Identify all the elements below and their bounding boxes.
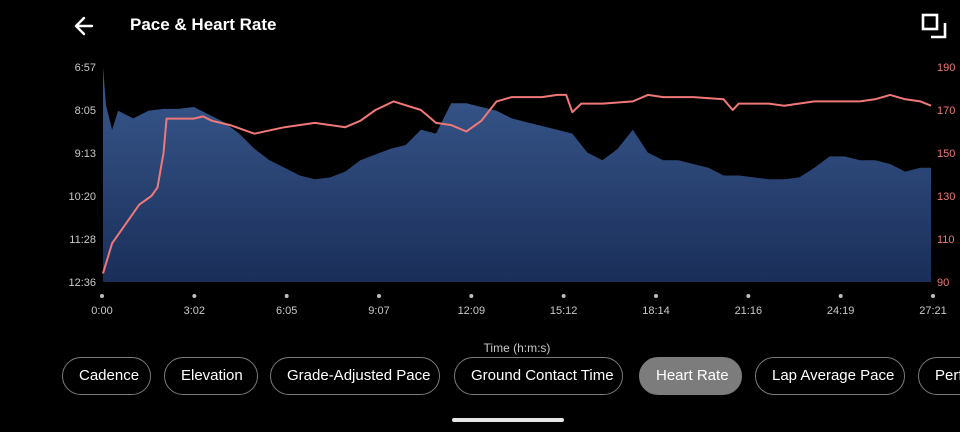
pace-area xyxy=(103,67,931,282)
x-tick-dot xyxy=(100,294,104,298)
plot-area xyxy=(102,67,932,282)
right-axis: 190 170 150 130 110 90 xyxy=(937,62,955,289)
right-tick-label: 90 xyxy=(937,277,949,289)
x-tick-label: 18:14 xyxy=(642,305,670,317)
left-tick-label: 11:28 xyxy=(69,234,96,246)
x-tick-label: 21:16 xyxy=(735,305,763,317)
back-button[interactable] xyxy=(70,12,98,40)
x-axis-title: Time (h:m:s) xyxy=(483,341,551,355)
home-indicator[interactable] xyxy=(452,418,564,422)
chip-perf[interactable]: Perf xyxy=(918,357,960,395)
arrow-left-icon xyxy=(74,16,94,36)
right-tick-label: 170 xyxy=(937,105,955,117)
x-tick-dot xyxy=(654,294,658,298)
x-tick-label: 24:19 xyxy=(827,305,855,317)
right-tick-label: 150 xyxy=(937,148,955,160)
left-tick-label: 12:36 xyxy=(68,277,96,289)
chip-grade-adjusted-pace[interactable]: Grade-Adjusted Pace xyxy=(270,357,440,395)
x-tick-label: 6:05 xyxy=(276,305,297,317)
pace-heart-rate-chart: 6:57 8:05 9:13 10:20 11:28 12:36 190 170 150 130… xyxy=(68,62,955,317)
x-axis: 0:00 3:02 6:05 9:07 12:09 15:12 18:14 21:16 24:1… xyxy=(91,294,947,317)
right-tick-label: 190 xyxy=(937,62,955,74)
x-tick-dot xyxy=(931,294,935,298)
right-tick-label: 130 xyxy=(937,191,955,203)
x-tick-label: 27:21 xyxy=(919,305,947,317)
left-axis: 6:57 8:05 9:13 10:20 11:28 12:36 xyxy=(68,62,96,289)
x-tick-label: 9:07 xyxy=(368,305,389,317)
x-tick-dot xyxy=(746,294,751,298)
x-tick-label: 12:09 xyxy=(458,305,486,317)
chip-lap-average-pace[interactable]: Lap Average Pace xyxy=(755,357,905,395)
metric-chip-bar: Cadence Elevation Grade-Adjusted Pace Groun… xyxy=(0,357,960,397)
right-tick-label: 110 xyxy=(937,234,955,246)
chip-heart-rate[interactable]: Heart Rate xyxy=(639,357,742,395)
left-tick-label: 6:57 xyxy=(75,62,96,74)
page-title: Pace & Heart Rate xyxy=(130,15,277,34)
x-tick-dot xyxy=(284,294,289,298)
left-tick-label: 9:13 xyxy=(75,148,96,160)
x-tick-dot xyxy=(469,294,474,298)
x-tick-dot xyxy=(377,294,381,298)
fullscreen-icon xyxy=(921,13,947,39)
chip-ground-contact-time[interactable]: Ground Contact Time xyxy=(454,357,623,395)
left-tick-label: 8:05 xyxy=(75,105,96,117)
app-header: Pace & Heart Rate xyxy=(0,0,960,52)
x-tick-label: 3:02 xyxy=(184,305,205,317)
left-tick-label: 10:20 xyxy=(68,191,96,203)
chip-elevation[interactable]: Elevation xyxy=(164,357,258,395)
chip-cadence[interactable]: Cadence xyxy=(62,357,151,395)
fullscreen-button[interactable] xyxy=(920,12,948,40)
x-tick-label: 0:00 xyxy=(91,305,112,317)
x-tick-dot xyxy=(192,294,197,298)
x-tick-label: 15:12 xyxy=(550,305,578,317)
x-tick-dot xyxy=(838,294,843,298)
x-tick-dot xyxy=(561,294,566,298)
heart-rate-line xyxy=(102,93,932,274)
